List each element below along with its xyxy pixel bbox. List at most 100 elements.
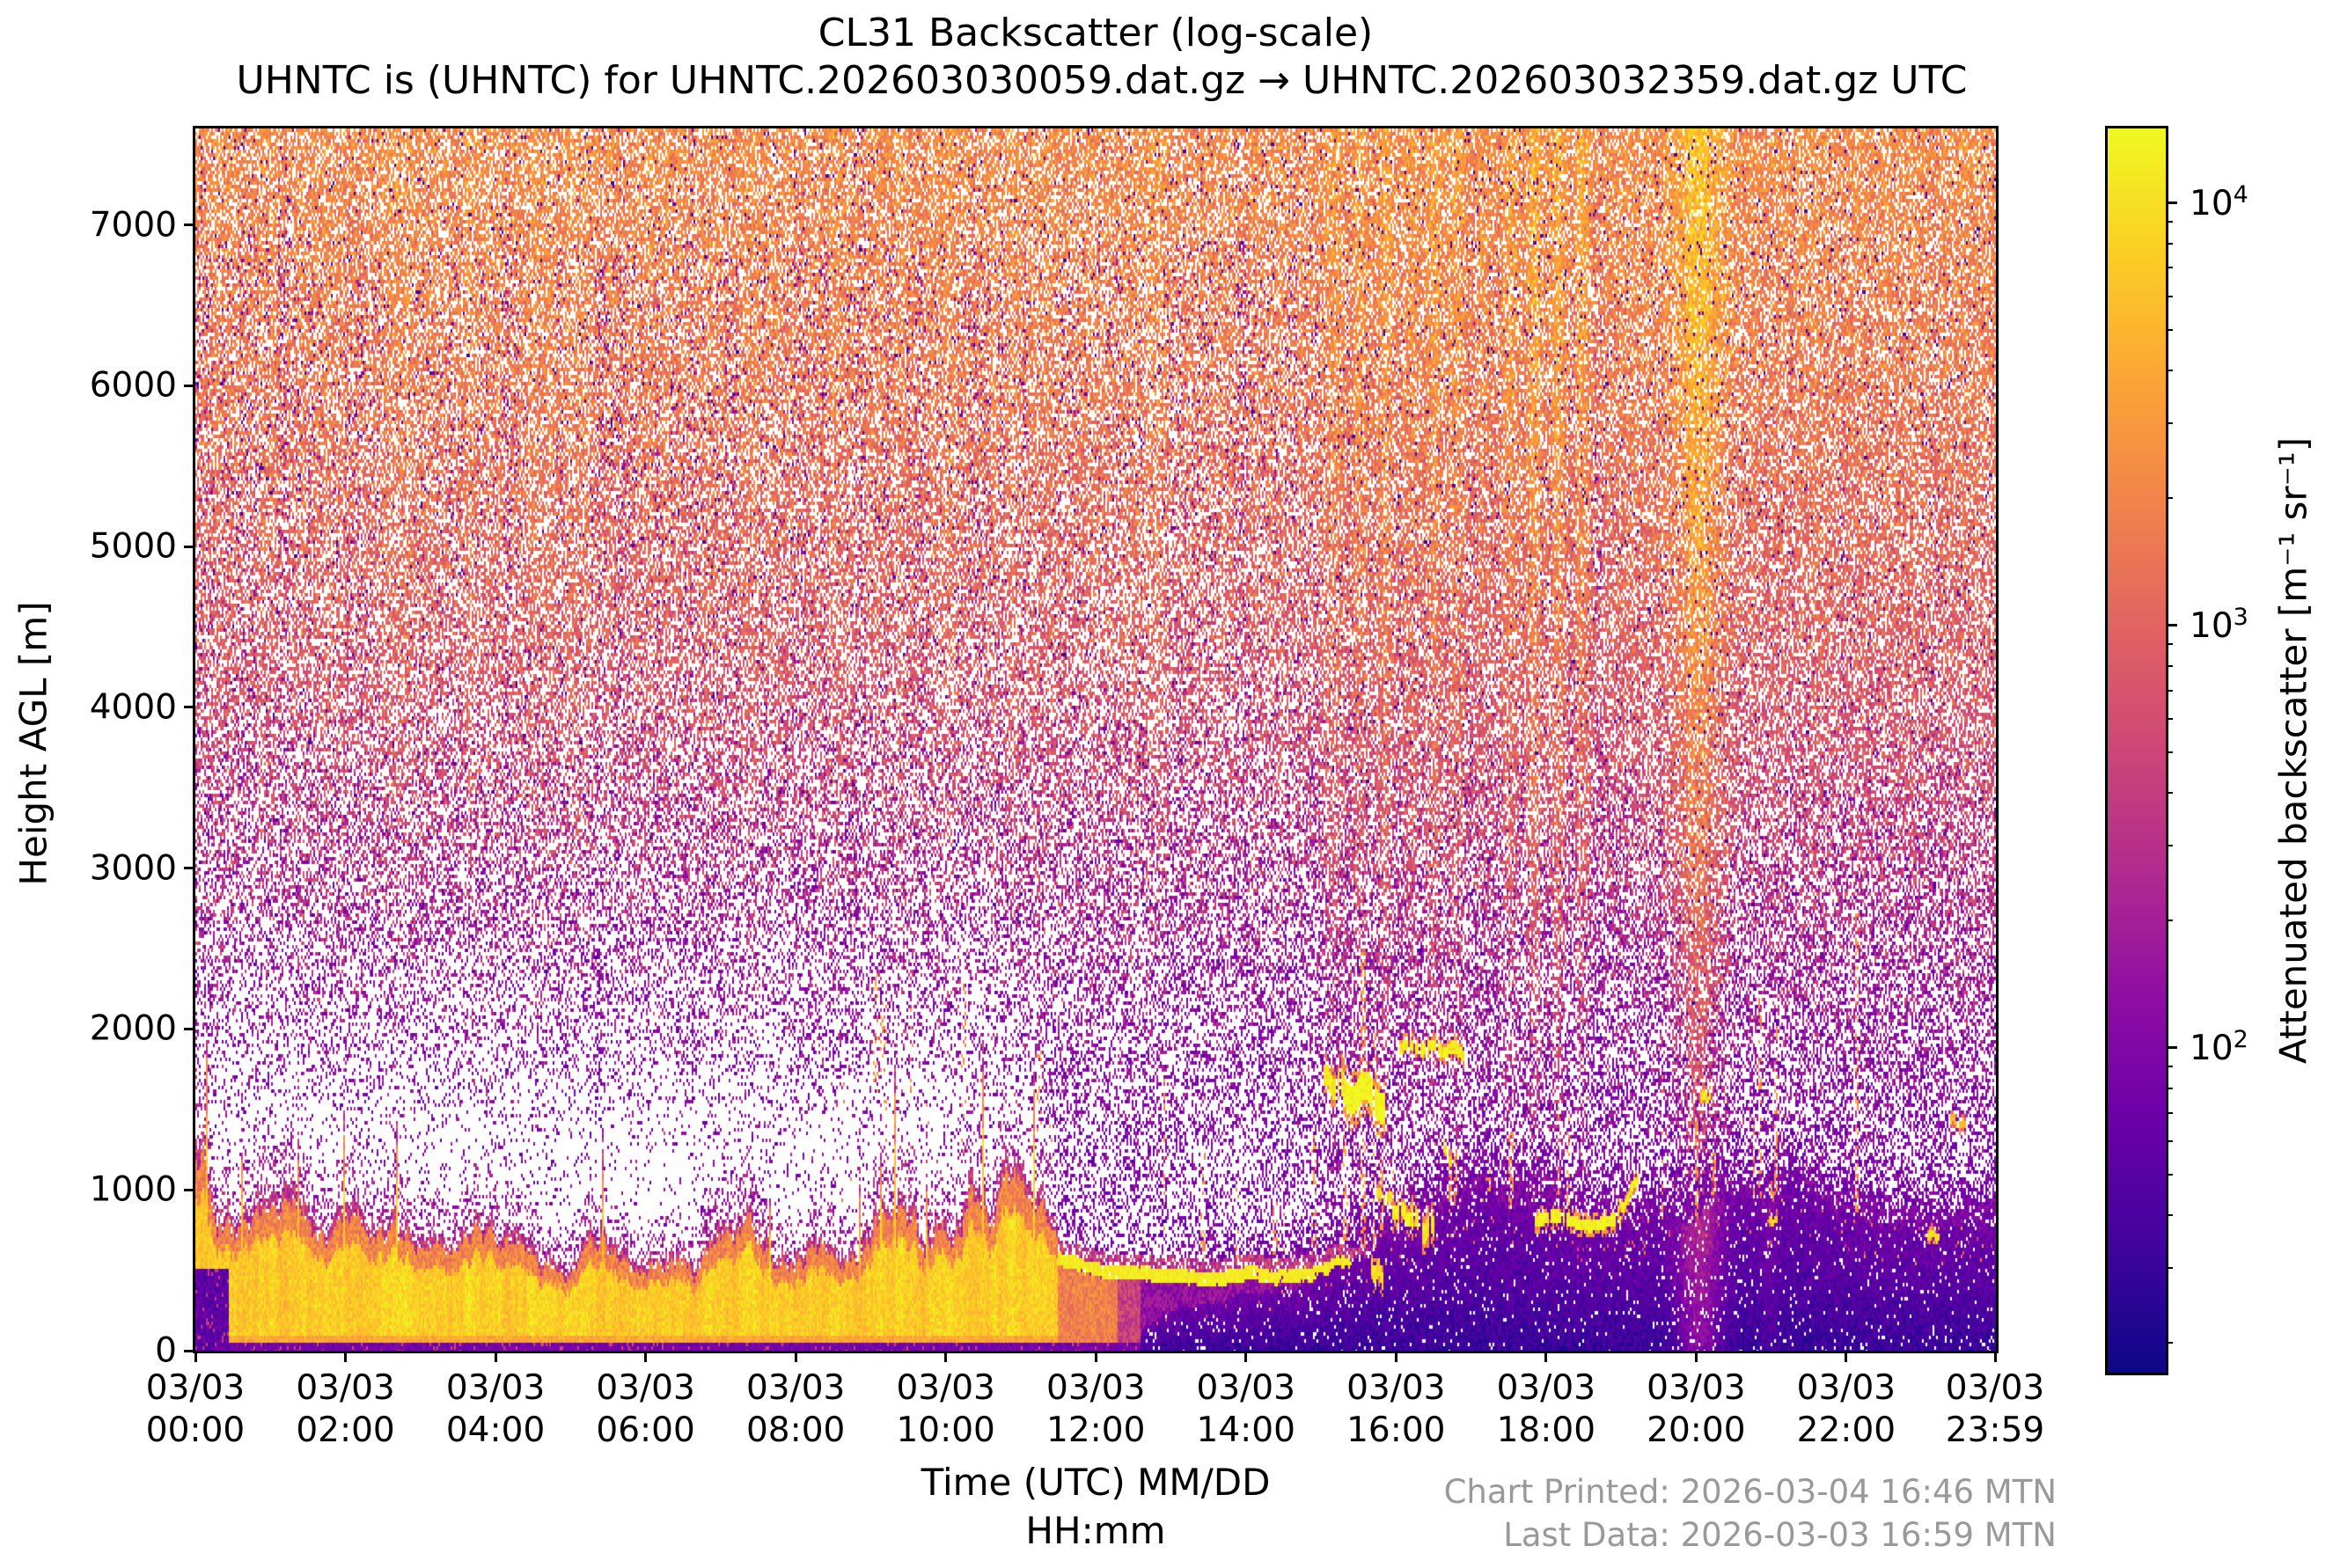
x-tick-time: 22:00 <box>1796 1410 1896 1450</box>
x-tick-time: 18:00 <box>1496 1410 1596 1450</box>
colorbar-tick-base: 10 <box>2190 184 2234 224</box>
x-tick-label: 03/03 22:00 <box>1797 1367 1896 1451</box>
colorbar-minor-tick-mark <box>2166 845 2173 847</box>
x-tick-mark <box>1544 1351 1548 1362</box>
x-axis-label-line2: HH:mm <box>1025 1508 1166 1552</box>
y-tick-mark <box>184 867 195 870</box>
x-tick-mark <box>944 1351 948 1362</box>
x-tick-date: 03/03 <box>296 1368 395 1408</box>
colorbar-minor-tick-mark <box>2166 295 2173 297</box>
x-tick-time: 16:00 <box>1346 1410 1446 1450</box>
colorbar-minor-tick-mark <box>2166 751 2173 753</box>
colorbar-minor-tick-mark <box>2166 1214 2173 1217</box>
x-tick-label: 03/03 08:00 <box>746 1367 845 1451</box>
colorbar-tick-label: 102 <box>2190 1026 2248 1068</box>
colorbar-tick-label: 104 <box>2190 181 2248 223</box>
y-tick-label: 1000 <box>89 1169 177 1210</box>
x-tick-mark <box>1845 1351 1848 1362</box>
colorbar-tick-exponent: 2 <box>2233 1026 2248 1054</box>
x-tick-label: 03/03 18:00 <box>1497 1367 1595 1451</box>
colorbar-tick-base: 10 <box>2190 606 2234 647</box>
colorbar-minor-tick-mark <box>2166 370 2173 372</box>
x-tick-label: 03/03 12:00 <box>1046 1367 1145 1451</box>
colorbar-tick-label: 103 <box>2190 604 2248 646</box>
x-tick-date: 03/03 <box>145 1368 246 1408</box>
x-tick-mark <box>494 1351 497 1362</box>
x-tick-time: 08:00 <box>745 1410 846 1450</box>
x-axis-label-line1: Time (UTC) MM/DD <box>921 1461 1271 1504</box>
x-tick-label: 03/03 10:00 <box>896 1367 994 1451</box>
colorbar-major-tick-mark <box>2166 1045 2177 1049</box>
colorbar-minor-tick-mark <box>2166 1111 2173 1114</box>
colorbar-minor-tick-mark <box>2166 1173 2173 1176</box>
x-tick-date: 03/03 <box>1796 1368 1896 1408</box>
x-tick-time: 10:00 <box>896 1410 995 1450</box>
colorbar-minor-tick-mark <box>2166 496 2173 499</box>
y-tick-mark <box>184 706 195 709</box>
x-tick-time: 23:59 <box>1945 1410 2045 1450</box>
colorbar-label: Attenuated backscatter [m⁻¹ sr⁻¹] <box>2271 436 2315 1065</box>
colorbar-minor-tick-mark <box>2166 919 2173 921</box>
footer-last-data: Last Data: 2026-03-03 16:59 MTN <box>1503 1515 2057 1554</box>
x-tick-date: 03/03 <box>896 1368 995 1408</box>
x-tick-date: 03/03 <box>445 1368 546 1408</box>
x-tick-time: 02:00 <box>296 1410 395 1450</box>
x-tick-label: 03/03 14:00 <box>1197 1367 1295 1451</box>
colorbar-minor-tick-mark <box>2166 689 2173 692</box>
x-tick-mark <box>644 1351 648 1362</box>
y-tick-mark <box>184 1349 195 1352</box>
footer-annotations: Chart Printed: 2026-03-04 16:46 MTN Last… <box>1444 1471 2057 1557</box>
colorbar-minor-tick-mark <box>2166 664 2173 667</box>
y-tick-label: 3000 <box>89 848 177 889</box>
y-tick-mark <box>184 384 195 387</box>
x-axis-label: Time (UTC) MM/DD HH:mm <box>921 1459 1271 1555</box>
x-tick-mark <box>194 1351 197 1362</box>
x-tick-time: 00:00 <box>145 1410 246 1450</box>
x-tick-label: 03/03 04:00 <box>446 1367 545 1451</box>
x-tick-date: 03/03 <box>1496 1368 1596 1408</box>
colorbar-minor-tick-mark <box>2166 1087 2173 1089</box>
y-tick-label: 6000 <box>89 365 177 406</box>
y-tick-mark <box>184 223 195 227</box>
colorbar-minor-tick-mark <box>2166 422 2173 425</box>
y-tick-mark <box>184 1188 195 1191</box>
x-tick-label: 03/03 23:59 <box>1946 1367 2044 1451</box>
y-tick-mark <box>184 545 195 548</box>
colorbar-minor-tick-mark <box>2166 220 2173 223</box>
x-tick-mark <box>1694 1351 1698 1362</box>
x-tick-label: 03/03 02:00 <box>296 1367 394 1451</box>
x-tick-time: 14:00 <box>1196 1410 1295 1450</box>
chart-subtitle: UHNTC is (UHNTC) for UHNTC.202603030059.… <box>236 58 1968 103</box>
colorbar-minor-tick-mark <box>2166 792 2173 795</box>
x-tick-label: 03/03 00:00 <box>146 1367 245 1451</box>
x-tick-label: 03/03 06:00 <box>596 1367 694 1451</box>
y-tick-label: 7000 <box>89 205 177 245</box>
colorbar-minor-tick-mark <box>2166 328 2173 331</box>
colorbar-minor-tick-mark <box>2166 1341 2173 1344</box>
colorbar-minor-tick-mark <box>2166 1066 2173 1068</box>
x-tick-mark <box>794 1351 797 1362</box>
x-tick-label: 03/03 20:00 <box>1647 1367 1745 1451</box>
colorbar-tick-base: 10 <box>2190 1029 2234 1069</box>
colorbar-minor-tick-mark <box>2166 1267 2173 1270</box>
x-tick-time: 06:00 <box>596 1410 695 1450</box>
x-tick-mark <box>1244 1351 1248 1362</box>
colorbar-tick-exponent: 3 <box>2233 604 2248 632</box>
backscatter-heatmap-canvas <box>195 128 1996 1351</box>
x-tick-mark <box>1993 1351 1997 1362</box>
x-tick-date: 03/03 <box>596 1368 695 1408</box>
colorbar-minor-tick-mark <box>2166 643 2173 646</box>
y-tick-mark <box>184 1027 195 1030</box>
x-tick-time: 20:00 <box>1647 1410 1746 1450</box>
x-tick-date: 03/03 <box>1647 1368 1746 1408</box>
y-axis-label: Height AGL [m] <box>11 601 55 886</box>
x-tick-date: 03/03 <box>1046 1368 1146 1408</box>
x-tick-time: 12:00 <box>1046 1410 1146 1450</box>
colorbar-tick-exponent: 4 <box>2233 181 2248 209</box>
x-tick-time: 04:00 <box>445 1410 546 1450</box>
colorbar-minor-tick-mark <box>2166 717 2173 720</box>
colorbar-gradient-canvas <box>2108 128 2166 1373</box>
y-tick-label: 4000 <box>89 687 177 728</box>
y-tick-label: 2000 <box>89 1008 177 1049</box>
